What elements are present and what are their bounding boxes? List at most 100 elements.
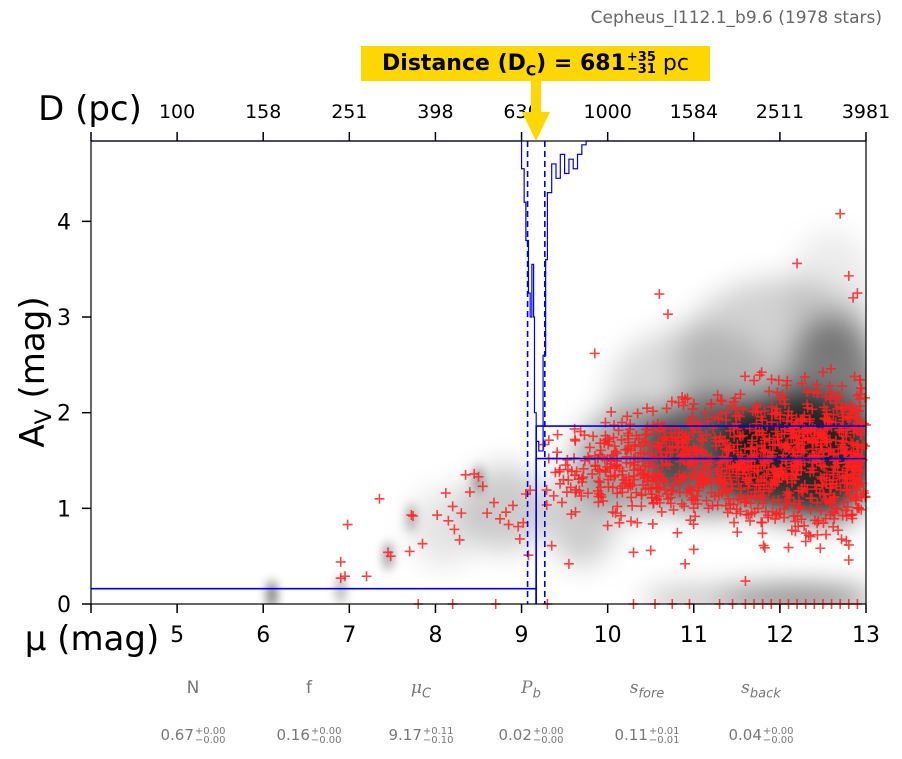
star-point [740, 576, 751, 587]
star-point [724, 468, 735, 479]
star-point [647, 518, 658, 529]
star-point [766, 408, 777, 419]
star-point [717, 436, 728, 447]
star-point [821, 529, 832, 540]
star-point [723, 444, 734, 455]
star-point [807, 435, 818, 446]
star-point [680, 558, 691, 569]
star-point [627, 480, 638, 491]
star-point [829, 508, 840, 519]
star-point [776, 440, 787, 451]
star-point [714, 458, 725, 469]
distance-plus: +35 [626, 50, 656, 65]
star-point [704, 456, 715, 467]
star-point [664, 441, 675, 452]
star-point [645, 545, 656, 556]
star-point [706, 398, 717, 409]
star-point [834, 392, 845, 403]
star-point [852, 489, 863, 500]
star-point [669, 423, 680, 434]
star-point [735, 389, 746, 400]
star-point [598, 496, 609, 507]
star-point [750, 402, 761, 413]
param-value: 0.04 +0.00 −0.00 [728, 725, 794, 746]
star-point [679, 432, 690, 443]
star-point [668, 504, 679, 515]
star-point [603, 474, 614, 485]
top-axis-label: D (pc) [38, 89, 142, 129]
star-point [637, 437, 648, 448]
star-point [762, 451, 773, 462]
star-point [716, 396, 727, 407]
star-point [855, 383, 866, 394]
y-tick-label: 1 [57, 497, 71, 522]
star-point [658, 422, 669, 433]
density-blob [409, 489, 479, 566]
star-point [766, 374, 777, 385]
star-point [772, 387, 783, 398]
star-point [773, 375, 784, 386]
star-point [554, 464, 565, 475]
star-point [726, 401, 737, 412]
star-point [837, 381, 848, 392]
star-point [612, 488, 623, 499]
density-streak [335, 575, 346, 604]
star-point [730, 393, 741, 404]
star-point [832, 458, 843, 469]
star-point [672, 442, 683, 453]
star-point [600, 467, 611, 478]
star-point [735, 506, 746, 517]
star-point [831, 481, 842, 492]
star-point [797, 435, 808, 446]
star-point [697, 435, 708, 446]
star-point [593, 476, 604, 487]
star-point [719, 478, 730, 489]
distance-unit: pc [655, 51, 689, 76]
param-value: 0.16 +0.00 −0.00 [276, 725, 342, 746]
star-point [758, 483, 769, 494]
star-point [791, 469, 802, 480]
star-point [690, 511, 701, 522]
star-point [840, 402, 851, 413]
star-point [819, 462, 830, 473]
star-point [482, 508, 493, 519]
star-point [815, 505, 826, 516]
param-value: 9.17 +0.11 −0.10 [388, 725, 454, 746]
star-point [849, 462, 860, 473]
star-point [770, 426, 781, 437]
star-point [594, 466, 605, 477]
star-point [821, 408, 832, 419]
star-point [759, 406, 770, 417]
star-point [788, 498, 799, 509]
star-point [713, 490, 724, 501]
top-tick-label: 2511 [756, 101, 804, 123]
star-point [374, 493, 385, 504]
star-point [775, 413, 786, 424]
star-point [555, 478, 566, 489]
star-point [688, 544, 699, 555]
star-point [715, 475, 726, 486]
star-point [725, 425, 736, 436]
star-point [759, 436, 770, 447]
star-point [840, 505, 851, 516]
star-point [761, 469, 772, 480]
star-point [860, 440, 871, 451]
star-point [404, 546, 415, 557]
star-point [335, 573, 346, 584]
star-point [845, 412, 856, 423]
star-point [734, 430, 745, 441]
star-point [775, 394, 786, 405]
star-point [571, 484, 582, 495]
star-point [602, 434, 613, 445]
star-point [661, 403, 672, 414]
star-point [805, 426, 816, 437]
x-tick-label: 6 [256, 623, 270, 648]
density-blob [788, 230, 866, 365]
star-point [654, 289, 665, 300]
star-point [738, 404, 749, 415]
star-point [552, 429, 563, 440]
star-point [812, 387, 823, 398]
star-point [721, 462, 732, 473]
star-point [629, 460, 640, 471]
star-point [477, 481, 488, 492]
